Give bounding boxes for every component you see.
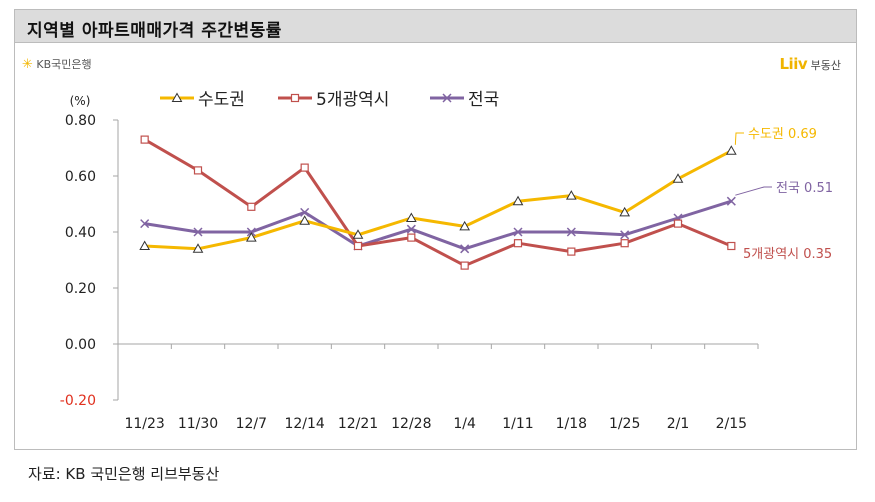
data-point-square (727, 241, 736, 251)
data-point-triangle (565, 190, 577, 200)
y-tick-label: 0.00 (65, 337, 96, 353)
data-point-square (620, 239, 629, 248)
data-point-square (513, 239, 523, 248)
kb-logo: ✳ KB국민은행 (22, 56, 92, 72)
legend-entry-label: 수도권 (198, 90, 245, 110)
data-point-x (140, 219, 150, 229)
x-tick-label: 11/23 (124, 416, 164, 432)
x-tick-label: 12/14 (284, 416, 324, 432)
data-point-triangle (459, 220, 471, 231)
data-point-square (193, 166, 203, 175)
data-point-x (193, 227, 203, 237)
x-tick-label: 1/18 (556, 416, 587, 432)
data-point-triangle (192, 243, 204, 253)
series-line-national (144, 199, 732, 251)
data-point-x (406, 224, 416, 234)
y-axis-unit-label: (%) (70, 94, 91, 108)
x-tick-label: 2/15 (716, 416, 747, 432)
data-point-square (300, 163, 309, 172)
data-point-x (726, 196, 736, 206)
end-label: 수도권 0.69 (748, 127, 817, 142)
chart-title: 지역별 아파트매매가격 주간변동률 (27, 21, 282, 41)
x-tick-label: 1/11 (502, 416, 533, 432)
x-tick-label: 12/28 (391, 416, 431, 432)
x-tick-label: 1/25 (609, 416, 640, 432)
data-point-x (300, 207, 310, 217)
data-point-triangle (299, 215, 311, 225)
data-point-square (407, 233, 416, 242)
source-note: 자료: KB 국민은행 리브부동산 (28, 465, 220, 483)
x-tick-label: 11/30 (178, 416, 218, 432)
data-point-triangle (619, 206, 631, 217)
series-line-metro5 (143, 138, 732, 268)
data-point-x (566, 227, 576, 237)
data-point-triangle (512, 195, 524, 206)
kb-logo-text: KB국민은행 (36, 58, 92, 71)
end-label-leader (734, 132, 744, 145)
data-point-x (513, 227, 523, 237)
liiv-logo-suffix: 부동산 (810, 59, 841, 72)
x-tick-label: 12/21 (338, 416, 378, 432)
end-label-leader (735, 186, 772, 196)
data-point-triangle (352, 229, 364, 239)
data-point-triangle (245, 232, 257, 242)
x-tick-label: 1/4 (453, 416, 476, 432)
data-point-square (567, 247, 576, 256)
data-point-square (353, 241, 363, 251)
data-point-triangle (171, 92, 183, 102)
x-tick-label: 2/1 (667, 416, 690, 432)
series-line-capital (144, 149, 733, 251)
data-point-x (442, 93, 452, 103)
x-tick-label: 12/7 (236, 416, 267, 432)
data-point-x (246, 227, 256, 237)
y-tick-label: 0.40 (65, 225, 96, 241)
end-label: 전국 0.51 (776, 181, 833, 196)
data-point-square (290, 93, 300, 103)
y-tick-label: 0.80 (65, 113, 96, 129)
data-point-square (247, 202, 256, 211)
y-tick-label: 0.20 (65, 281, 96, 297)
data-point-square (140, 135, 149, 144)
data-point-triangle (139, 240, 151, 250)
data-point-square (460, 261, 469, 270)
liiv-logo: Liiv 부동산 (780, 55, 842, 73)
data-point-x (460, 244, 470, 254)
legend-entry-label: 5개광역시 (316, 90, 389, 110)
data-point-x (620, 230, 630, 240)
data-point-triangle (725, 145, 737, 155)
y-tick-label: -0.20 (60, 393, 96, 409)
liiv-logo-word: Liiv (779, 55, 808, 73)
data-point-triangle (405, 212, 417, 222)
end-label: 5개광역시 0.35 (743, 247, 832, 262)
kb-star-icon: ✳ (22, 57, 33, 72)
y-tick-label: 0.60 (65, 169, 96, 185)
legend-entry-label: 전국 (468, 90, 499, 110)
data-point-triangle (672, 173, 684, 183)
title-bar: 지역별 아파트매매가격 주간변동률 (14, 9, 857, 43)
data-point-square (673, 219, 683, 228)
